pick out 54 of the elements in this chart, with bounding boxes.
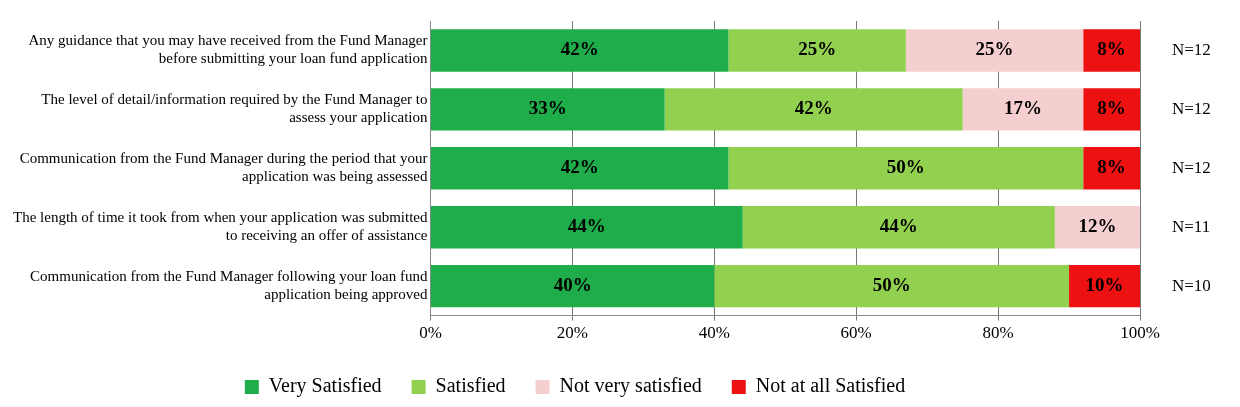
bar [1069,264,1140,308]
bar [742,206,1055,249]
bar [431,29,729,72]
text: N=11 [1172,216,1211,236]
bar [431,88,665,131]
y-tick-label: Communication from the Fund Manager during the period that your application was being assessed [19,150,428,185]
data-label: 17% [1003,97,1042,119]
bar [1083,29,1140,72]
y-tick-label: The level of detail/information required by the Fund Manager to assess your application [41,91,428,126]
bar [431,206,743,249]
bar [664,88,963,131]
data-label: 42% [560,38,599,60]
data-label: 50% [872,274,911,296]
data-label: 40% [553,274,592,296]
legend-label: Not very satisfied [559,374,702,398]
data-label: 8% [1097,97,1126,119]
x-tick-label: 20% [556,323,588,343]
data-label: 44% [879,215,918,237]
legend-label: Not at all Satisfied [755,374,906,397]
data-label: 25% [975,38,1014,60]
bar [1083,88,1140,131]
text: N=10 [1172,275,1211,295]
bar [962,88,1084,131]
x-tick-label: 80% [982,323,1014,343]
bar [431,264,715,308]
text: N=12 [1172,98,1211,118]
data-label: 25% [798,38,837,60]
bar [1083,147,1140,190]
x-tick-label: 60% [840,323,872,343]
data-label: 44% [567,215,606,237]
y-tick-label: The length of time it took from when your application was submitted to receiving an offer of assistance [13,209,428,244]
legend-label: Very Satisfied [268,374,382,398]
x-tick-label: 0% [419,323,442,343]
bar [728,147,1084,190]
data-label: 33% [528,97,567,119]
x-tick-label: 40% [698,323,730,343]
bar [905,29,1084,72]
data-label: 42% [560,156,599,178]
y-tick-label: Communication from the Fund Manager following your loan fund application being approved [30,268,428,303]
bar [1054,206,1140,249]
bar [714,264,1070,308]
data-label: 8% [1097,156,1126,178]
y-tick-label: Any guidance that you may have received from the Fund Manager before submitting your loan fund application [28,32,428,67]
data-label: 42% [794,97,833,119]
text: N=12 [1172,157,1211,177]
data-label: 8% [1097,38,1126,60]
data-label: 12% [1078,215,1117,237]
bar [728,29,906,72]
x-tick-label: 100% [1120,323,1160,343]
bar [431,147,729,190]
legend-label: Satisfied [435,374,506,397]
data-label: 50% [886,156,925,178]
data-label: 10% [1085,274,1124,296]
text: N=12 [1172,39,1211,59]
